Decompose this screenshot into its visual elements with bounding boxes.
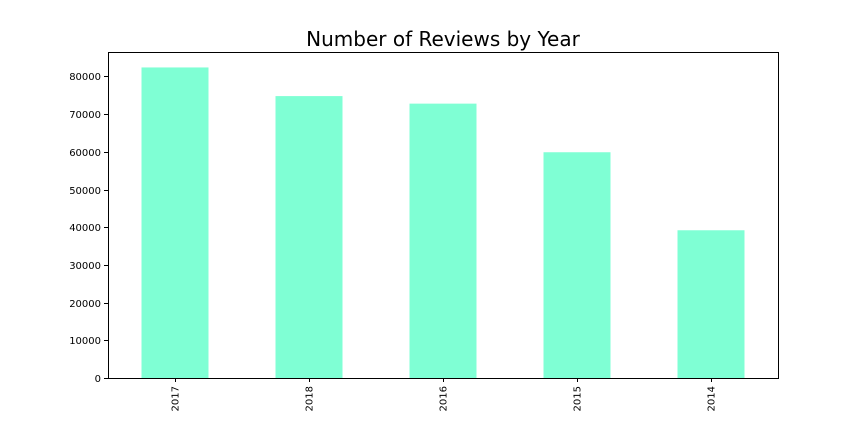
y-tick-label-40000: 40000 xyxy=(69,223,101,234)
y-tick-label-30000: 30000 xyxy=(69,261,101,272)
x-tick-label-2018: 2018 xyxy=(305,386,316,411)
bars xyxy=(141,67,745,379)
y-tick-label-60000: 60000 xyxy=(69,148,101,159)
x-axis: 2017 2018 2016 2015 2014 xyxy=(171,378,718,411)
y-tick-label-50000: 50000 xyxy=(69,186,101,197)
y-tick-label-20000: 20000 xyxy=(69,299,101,310)
plot-frame xyxy=(108,52,779,379)
x-tick-label-2017: 2017 xyxy=(171,386,182,411)
y-tick-label-70000: 70000 xyxy=(69,110,101,121)
chart-title: Number of Reviews by Year xyxy=(306,27,580,51)
y-axis: 0 10000 20000 30000 40000 50000 60000 70000 8000… xyxy=(69,72,108,385)
y-tick-label-10000: 10000 xyxy=(69,336,101,347)
x-tick-label-2016: 2016 xyxy=(439,386,450,411)
bar-2018 xyxy=(275,96,343,379)
y-tick-label-80000: 80000 xyxy=(69,72,101,83)
x-tick-label-2014: 2014 xyxy=(707,386,718,411)
y-tick-label-0: 0 xyxy=(95,374,101,385)
bar-2015 xyxy=(543,152,611,378)
bar-2014 xyxy=(677,230,745,378)
bar-2017 xyxy=(141,67,209,378)
bar-2016 xyxy=(409,103,477,378)
x-tick-label-2015: 2015 xyxy=(573,386,584,411)
